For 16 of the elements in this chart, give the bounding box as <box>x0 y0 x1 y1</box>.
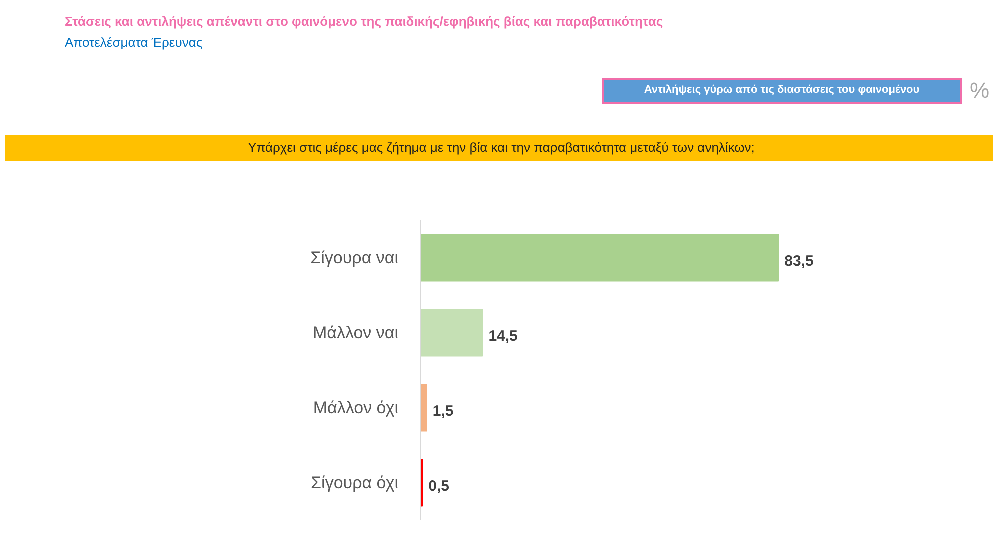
y-tick-label: Μάλλον ναι <box>312 324 399 342</box>
chart-title: Στάσεις και αντιλήψεις απέναντι στο φαινόμενο της παιδικής/εφηβικής βίας και παραβατικότητας <box>65 13 664 31</box>
data-label: 83,5 <box>784 253 814 270</box>
text: % <box>970 77 990 105</box>
text: Αποτελέσματα Έρευνας <box>65 34 204 52</box>
bar <box>420 234 780 282</box>
bar <box>420 384 428 432</box>
text: Αντιλήψεις γύρω από τις διαστάσεις του φαινομένου <box>602 78 962 104</box>
bar <box>420 309 484 357</box>
y-tick-label: Μάλλον όχι <box>313 398 399 418</box>
data-label: 0,5 <box>428 478 450 495</box>
y-tick-label: Σίγουρα ναι <box>310 248 399 268</box>
data-label: 14,5 <box>488 328 518 345</box>
text: Υπάρχει στις μέρες μας ζήτημα με την βία και την παραβατικότητα μεταξύ των ανηλίκων; <box>5 135 993 161</box>
y-tick-label: Σίγουρα όχι <box>311 474 399 492</box>
data-label: 1,5 <box>432 403 454 420</box>
